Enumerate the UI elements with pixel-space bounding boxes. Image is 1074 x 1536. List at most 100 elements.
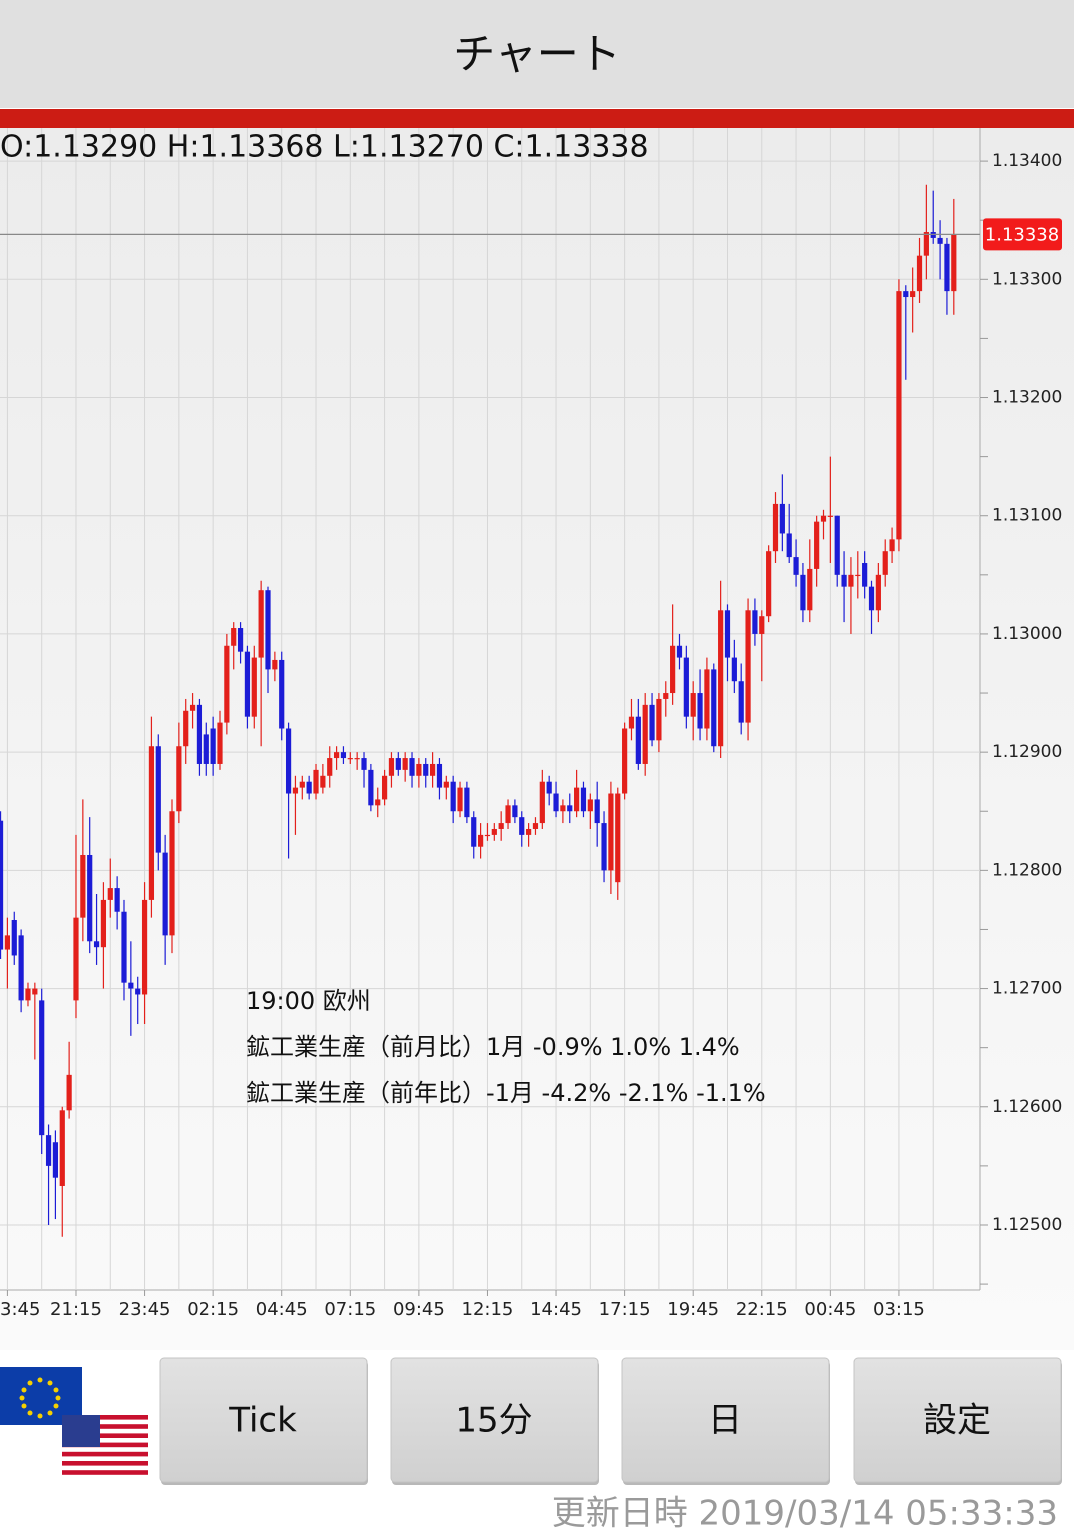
candle-body xyxy=(772,503,779,552)
candle-body xyxy=(560,805,566,812)
last-price-badge xyxy=(983,218,1062,251)
candle-body xyxy=(299,781,305,788)
candle-body xyxy=(855,574,861,577)
candle-body xyxy=(951,234,957,292)
candle-body xyxy=(354,758,360,760)
candle-body xyxy=(327,758,333,776)
button-face xyxy=(390,1357,599,1483)
candle-body xyxy=(759,616,765,634)
timeframe-button[interactable]: 設定 xyxy=(853,1357,1062,1485)
candle-body xyxy=(176,746,182,812)
candle-body xyxy=(409,758,415,776)
candle-body xyxy=(663,693,669,699)
candle-body xyxy=(622,728,628,794)
timeframe-button[interactable]: 日 xyxy=(621,1357,830,1485)
candle-body xyxy=(642,704,648,764)
x-tick-label: 22:15 xyxy=(736,1299,788,1320)
candle-body xyxy=(450,781,456,812)
candle-body xyxy=(285,728,292,794)
x-tick-label: 09:45 xyxy=(393,1299,445,1320)
candle-body xyxy=(539,781,545,824)
timeframe-button[interactable]: Tick xyxy=(159,1357,368,1485)
candle-body xyxy=(429,763,436,776)
candle-body xyxy=(436,763,443,788)
y-tick-label: 1.13100 xyxy=(992,506,1062,526)
candle-body xyxy=(882,551,888,575)
x-tick-label: 21:15 xyxy=(50,1299,102,1320)
candle-body xyxy=(443,781,449,788)
candle-body xyxy=(416,763,422,776)
candle-body xyxy=(608,793,614,871)
candle-body xyxy=(333,752,340,759)
candle-body xyxy=(944,243,950,292)
candle-body xyxy=(615,793,621,883)
candle-body xyxy=(526,828,532,835)
y-tick-label: 1.13000 xyxy=(992,624,1062,644)
candle-body xyxy=(670,645,676,694)
x-tick-label: 02:15 xyxy=(187,1299,239,1320)
button-label: 15分 xyxy=(455,1401,532,1441)
candle-body xyxy=(340,752,347,759)
candle-body xyxy=(752,610,758,634)
candle-body xyxy=(265,590,271,670)
candle-body xyxy=(786,533,792,558)
candle-body xyxy=(388,758,395,776)
button-label: 日 xyxy=(708,1401,742,1441)
candle-body xyxy=(231,628,237,646)
candle-body xyxy=(73,917,79,1001)
candle-body xyxy=(745,610,751,723)
candle-body xyxy=(875,574,881,611)
candle-body xyxy=(807,568,813,611)
candle-body xyxy=(244,651,251,717)
candle-body xyxy=(491,828,497,835)
candle-body xyxy=(779,503,785,534)
x-tick-label: 14:45 xyxy=(530,1299,582,1320)
candle-body xyxy=(52,1142,59,1178)
candle-body xyxy=(0,820,4,950)
button-face xyxy=(159,1357,368,1483)
x-tick-label: 03:15 xyxy=(873,1299,925,1320)
candle-body xyxy=(100,899,107,948)
candle-body xyxy=(937,237,943,244)
candle-body xyxy=(628,716,635,729)
candle-body xyxy=(381,775,388,800)
currency-flags xyxy=(0,1367,148,1475)
x-tick-label: 07:15 xyxy=(324,1299,376,1320)
x-tick-label: 12:15 xyxy=(462,1299,514,1320)
candle-body xyxy=(601,823,607,871)
button-label: 設定 xyxy=(923,1401,991,1441)
candle-body xyxy=(594,799,600,824)
candle-body xyxy=(272,659,278,670)
candle-body xyxy=(464,787,470,818)
button-face xyxy=(853,1357,1062,1483)
app-title: チャート xyxy=(453,30,621,79)
candle-body xyxy=(361,758,367,770)
candle-body xyxy=(347,758,353,760)
ohlc-readout: O:1.13290 H:1.13368 L:1.13270 C:1.13338 xyxy=(0,130,649,165)
candle-body xyxy=(512,805,518,818)
timeframe-button[interactable]: 15分 xyxy=(390,1357,599,1485)
candle-body xyxy=(697,693,703,729)
candle-body xyxy=(738,681,744,723)
candle-body xyxy=(162,852,168,936)
y-tick-label: 1.12500 xyxy=(992,1215,1062,1235)
candle-body xyxy=(169,811,175,936)
candle-body xyxy=(11,920,17,956)
candle-body xyxy=(375,799,381,806)
candle-body xyxy=(896,291,902,540)
candle-body xyxy=(848,574,854,587)
candle-body xyxy=(148,746,155,900)
candle-body xyxy=(155,746,161,853)
candle-body xyxy=(66,1074,72,1111)
candle-body xyxy=(841,574,847,587)
candle-body xyxy=(711,669,717,747)
candle-body xyxy=(868,586,875,611)
candle-body xyxy=(189,704,196,711)
candle-body xyxy=(889,539,895,552)
candle-body xyxy=(251,657,257,717)
candle-body xyxy=(724,610,731,658)
plot-area xyxy=(0,128,980,1290)
candle-body xyxy=(574,787,580,812)
candle-body xyxy=(910,291,916,298)
event-note: 19:00 欧州 xyxy=(246,987,371,1015)
